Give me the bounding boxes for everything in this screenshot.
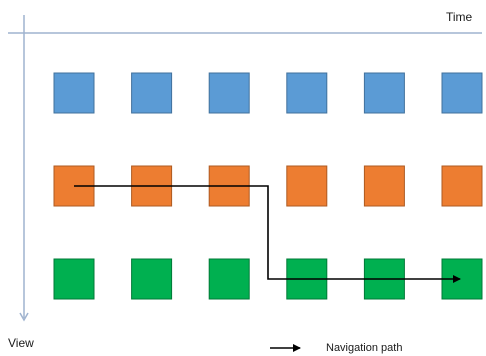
navigation-path-line (74, 185, 461, 283)
frame-view-0-time-2 (208, 72, 250, 114)
frame-grid (53, 72, 483, 300)
frame-view-2-time-0 (53, 258, 95, 300)
frame-view-0-time-5 (441, 72, 483, 114)
frame-view-2-time-1 (131, 258, 173, 300)
view-axis-arrow-icon (19, 312, 29, 322)
frame-view-2-time-2 (208, 258, 250, 300)
frame-view-0-time-4 (363, 72, 405, 114)
time-axis-label: Time (446, 10, 473, 24)
frame-view-0-time-0 (53, 72, 95, 114)
view-axis-label: View (8, 336, 34, 350)
frame-view-1-time-3 (286, 165, 328, 207)
frame-view-0-time-1 (131, 72, 173, 114)
frame-view-0-time-3 (286, 72, 328, 114)
legend-label: Navigation path (326, 342, 403, 354)
frame-view-1-time-5 (441, 165, 483, 207)
frame-view-1-time-4 (363, 165, 405, 207)
